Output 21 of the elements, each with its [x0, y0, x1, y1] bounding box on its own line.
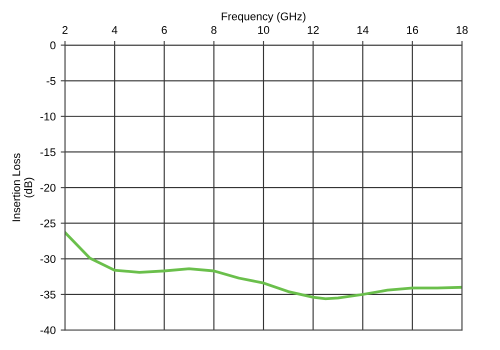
y-axis-title: Insertion Loss (dB) — [12, 153, 34, 222]
x-tick-label: 12 — [308, 26, 319, 34]
x-tick-label: 2 — [62, 26, 68, 34]
y-tick-label: 0 — [50, 41, 56, 50]
y-tick-label: -15 — [40, 148, 56, 156]
x-tick-label: 8 — [211, 26, 216, 34]
x-tick-label: 6 — [162, 26, 167, 34]
x-axis-title: Frequency (GHz) — [222, 12, 306, 23]
y-tick-label: -25 — [40, 219, 56, 228]
x-tick-label: 18 — [456, 26, 468, 34]
x-tick-label: 4 — [112, 26, 118, 34]
y-tick-label: -35 — [40, 290, 56, 299]
y-tick-label: -5 — [46, 77, 56, 85]
line-series — [65, 231, 462, 300]
y-tick-label: -40 — [40, 326, 56, 334]
y-tick-label: -30 — [40, 255, 56, 263]
y-tick-label: -20 — [40, 184, 56, 192]
y-tick-label: -10 — [40, 112, 56, 121]
x-tick-label: 10 — [258, 26, 270, 34]
x-tick-label: 16 — [407, 26, 418, 34]
x-tick-label: 14 — [357, 26, 369, 34]
